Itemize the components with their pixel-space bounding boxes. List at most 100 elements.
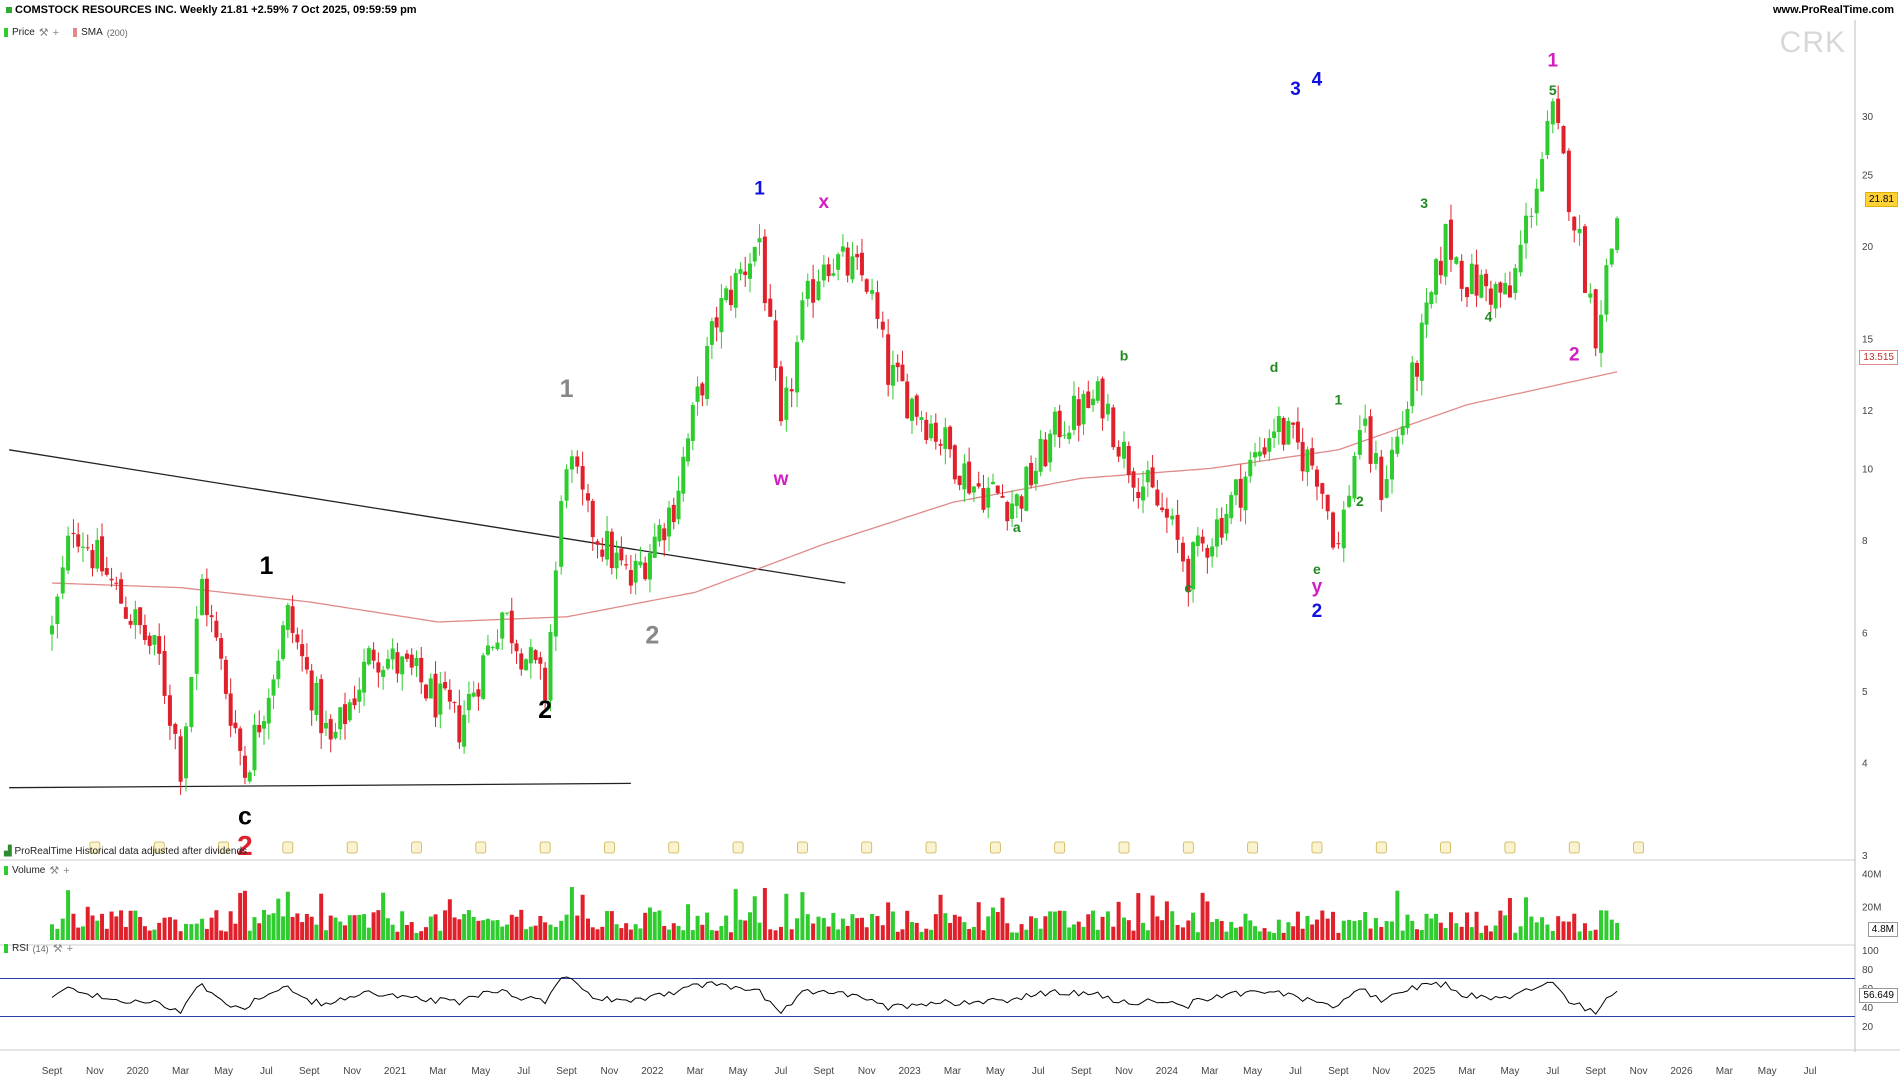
candle-body xyxy=(55,596,60,624)
volume-bar xyxy=(743,920,748,940)
candle-body xyxy=(1062,434,1067,436)
volume-bar xyxy=(1305,915,1310,940)
candle-body xyxy=(836,254,841,270)
candle-body xyxy=(676,490,681,520)
time-tick-label: Sept xyxy=(556,1066,577,1077)
volume-bar xyxy=(695,915,700,940)
price-legend[interactable]: Price ⚒ + SMA (200) xyxy=(4,26,128,39)
wrench-icon[interactable]: ⚒ xyxy=(52,943,63,955)
volume-bar xyxy=(60,918,65,940)
data-note: ▟ ProRealTime Historical data adjusted a… xyxy=(4,846,247,857)
volume-bar xyxy=(657,910,662,940)
time-tick-label: Mar xyxy=(944,1066,962,1077)
candle-body xyxy=(1164,508,1169,518)
candle-body xyxy=(333,731,338,739)
volume-bar xyxy=(366,927,371,940)
sma-200-line xyxy=(51,371,1618,623)
volume-bar xyxy=(1379,926,1384,940)
candle-body xyxy=(1419,322,1424,381)
candle-body xyxy=(214,620,219,638)
volume-bar xyxy=(1095,929,1100,940)
candle-body xyxy=(957,475,962,486)
candle-body xyxy=(262,721,267,729)
volume-bar xyxy=(123,927,128,940)
candle-body xyxy=(1233,479,1238,496)
candle-body xyxy=(1561,125,1566,154)
volume-bar xyxy=(850,914,855,940)
add-indicator-icon[interactable]: + xyxy=(66,942,73,955)
volume-bar xyxy=(1599,910,1604,940)
candle-body xyxy=(789,389,794,392)
volume-bar xyxy=(1488,931,1493,940)
volume-bar xyxy=(895,931,900,940)
volume-bar xyxy=(223,931,228,940)
candle-body xyxy=(700,383,705,396)
sma-legend-label: SMA xyxy=(81,27,103,38)
volume-bar xyxy=(1438,922,1443,940)
candle-body xyxy=(538,657,543,664)
wrench-icon[interactable]: ⚒ xyxy=(49,865,60,877)
volume-bar xyxy=(314,924,319,940)
site-link[interactable]: www.ProRealTime.com xyxy=(1772,4,1894,16)
volume-bar xyxy=(1224,931,1229,940)
wrench-icon[interactable]: ⚒ xyxy=(38,27,49,39)
candle-body xyxy=(870,290,875,294)
candle-body xyxy=(471,692,476,697)
candle-body xyxy=(1029,462,1034,486)
candle-body xyxy=(981,488,986,510)
volume-bar xyxy=(128,910,133,940)
volume-bar xyxy=(319,893,324,940)
rsi-legend[interactable]: RSI (14) ⚒ + xyxy=(4,942,73,955)
candle-body xyxy=(414,657,419,666)
time-tick-label: 2023 xyxy=(898,1066,921,1077)
rsi-tick-label: 80 xyxy=(1862,965,1874,976)
add-indicator-icon[interactable]: + xyxy=(63,864,70,877)
volume-bar xyxy=(419,931,424,940)
price-tick-label: 25 xyxy=(1862,170,1874,181)
candle-body xyxy=(1469,263,1474,295)
volume-bar xyxy=(919,931,924,940)
candle-body xyxy=(600,549,605,557)
volume-bar xyxy=(1175,924,1180,940)
candle-body xyxy=(1205,547,1210,558)
volume-bar xyxy=(800,892,805,940)
wave-label: 3 xyxy=(1290,79,1301,100)
volume-bar xyxy=(1577,931,1582,940)
volume-bar xyxy=(471,916,476,940)
candle-body xyxy=(1518,244,1523,273)
candle-body xyxy=(733,273,738,308)
volume-bar xyxy=(519,909,524,940)
candle-body xyxy=(509,610,514,644)
volume-bar xyxy=(957,916,962,940)
wave-label: 2 xyxy=(1312,601,1323,622)
candle-body xyxy=(50,625,54,635)
candle-body xyxy=(381,669,386,677)
volume-bar xyxy=(875,915,880,940)
candle-body xyxy=(1267,438,1272,452)
volume-bar xyxy=(1267,931,1272,940)
time-tick-label: 2021 xyxy=(384,1066,407,1077)
volume-panel: 20M 40M xyxy=(50,869,1881,940)
candle-body xyxy=(1572,216,1577,231)
candle-body xyxy=(1010,503,1015,519)
wave-label: 2 xyxy=(1356,493,1364,509)
candle-body xyxy=(1448,219,1453,260)
candle-body xyxy=(138,607,143,626)
volume-legend[interactable]: Volume ⚒ + xyxy=(4,864,70,877)
volume-bar xyxy=(1566,921,1571,940)
candle-body xyxy=(859,252,864,276)
add-indicator-icon[interactable]: + xyxy=(52,26,60,39)
volume-bar xyxy=(816,916,821,940)
volume-bar xyxy=(624,923,629,940)
wave-label: 1 xyxy=(259,552,273,580)
volume-bar xyxy=(1180,927,1185,940)
candle-body xyxy=(362,661,367,693)
price-legend-label: Price xyxy=(12,27,35,38)
volume-bar xyxy=(805,914,810,940)
volume-bar xyxy=(609,911,614,940)
candle-body xyxy=(1141,486,1146,501)
candle-body xyxy=(773,320,778,368)
candle-body xyxy=(1498,282,1503,293)
candle-body xyxy=(1310,448,1315,466)
